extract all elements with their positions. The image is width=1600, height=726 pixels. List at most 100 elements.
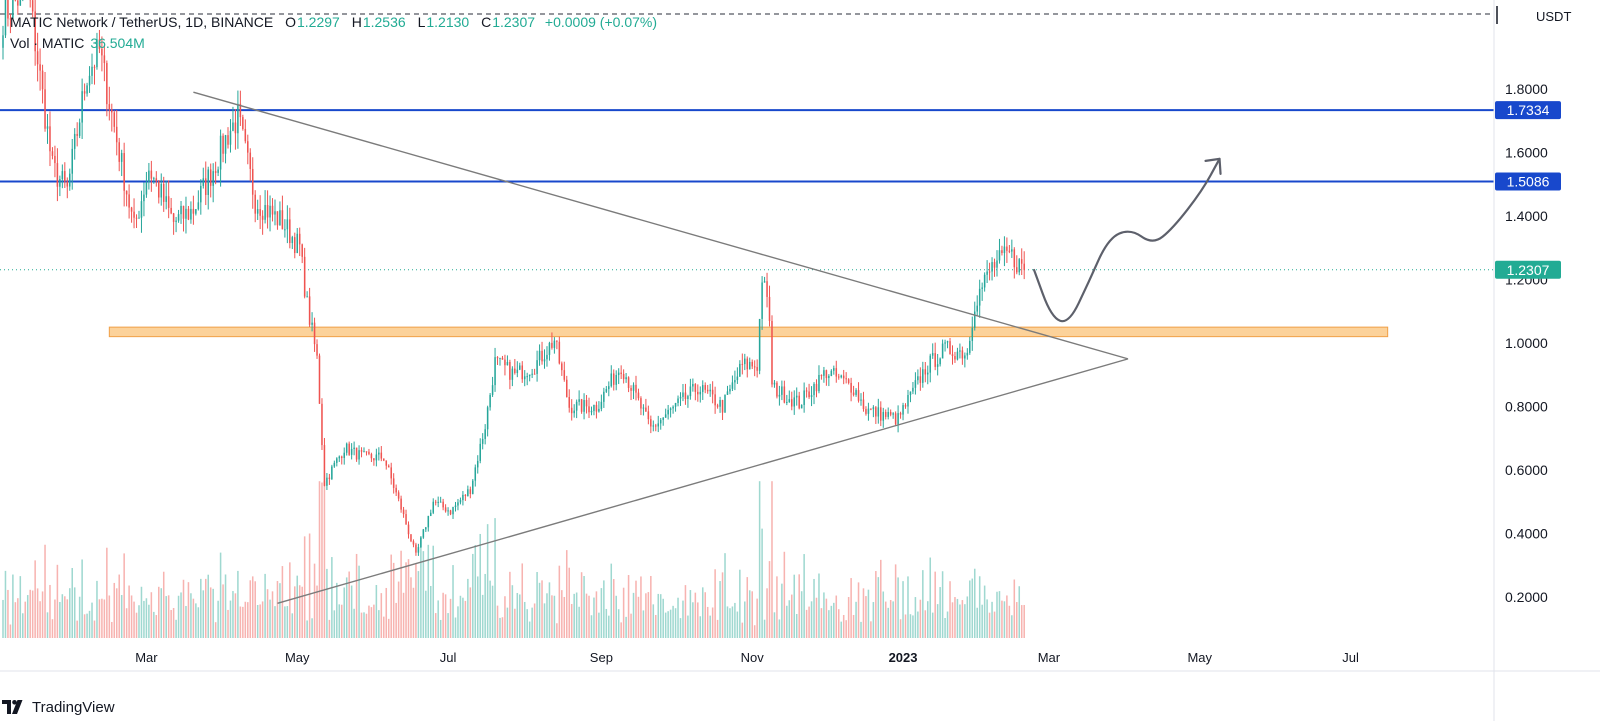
- volume-bar: [761, 529, 763, 638]
- tradingview-logo[interactable]: TradingView: [2, 697, 115, 717]
- volume-bar: [272, 591, 274, 638]
- volume-bar: [746, 577, 748, 638]
- candle-body: [385, 461, 387, 466]
- candle-body: [489, 395, 491, 407]
- candle-body: [865, 409, 867, 414]
- volume-bar: [638, 597, 640, 638]
- candle-body: [89, 76, 91, 86]
- candle-body: [296, 234, 298, 253]
- volume-bar: [198, 607, 200, 638]
- candle-body: [709, 390, 711, 392]
- candle-body: [334, 463, 336, 467]
- volume-bar: [568, 568, 570, 638]
- candle-body: [828, 376, 830, 378]
- volume-bar: [791, 595, 793, 638]
- volume-bar: [615, 596, 617, 638]
- volume-bar: [79, 597, 81, 638]
- volume-bar: [601, 588, 603, 638]
- volume-bar: [539, 583, 541, 638]
- volume-bar: [803, 554, 805, 638]
- candle-body: [428, 516, 430, 527]
- demand-zone-layer: [109, 327, 1387, 337]
- candle-body: [969, 341, 971, 353]
- candle-body: [878, 407, 880, 416]
- volume-bar: [210, 587, 212, 638]
- candle-body: [986, 272, 988, 275]
- volume-bar: [620, 622, 622, 638]
- volume-bar: [156, 615, 158, 638]
- volume-bar: [200, 579, 202, 638]
- candle-body: [114, 112, 116, 126]
- volume-bar: [123, 553, 125, 638]
- volume-bar: [353, 609, 355, 638]
- volume-bar: [984, 586, 986, 638]
- candle-body: [796, 396, 798, 398]
- volume-bar: [892, 601, 894, 638]
- candle-body: [343, 453, 345, 458]
- candle-body: [64, 171, 66, 181]
- volume-bar: [321, 483, 323, 638]
- demand-zone[interactable]: [109, 327, 1387, 337]
- candle-body: [86, 85, 88, 93]
- candle-body: [979, 289, 981, 306]
- candle-body: [596, 405, 598, 412]
- candle-body: [994, 262, 996, 268]
- candle-body: [939, 358, 941, 364]
- candle-body: [472, 481, 474, 494]
- candle-body: [393, 478, 395, 487]
- candle-body: [351, 449, 353, 455]
- volume-bar: [779, 619, 781, 638]
- low-value: 1.2130: [426, 14, 469, 30]
- candle-body: [697, 392, 699, 394]
- candle-body: [487, 407, 489, 429]
- volume-bar: [249, 580, 251, 638]
- candle-body: [420, 538, 422, 548]
- candle-body: [648, 411, 650, 419]
- volume-bar: [188, 582, 190, 638]
- volume-bar: [17, 598, 19, 638]
- volume-bar: [534, 603, 536, 638]
- candle-body: [264, 205, 266, 220]
- candle-body: [405, 514, 407, 525]
- candle-body: [368, 452, 370, 454]
- volume-bar: [756, 599, 758, 638]
- volume-bar: [376, 585, 378, 638]
- volume-bar: [165, 596, 167, 638]
- volume-bar: [52, 619, 54, 638]
- candle-body: [942, 344, 944, 359]
- volume-bar: [262, 601, 264, 638]
- volume-bar: [91, 603, 93, 638]
- volume-bar: [588, 596, 590, 638]
- candle-body: [581, 399, 583, 412]
- volume-bar: [423, 551, 425, 638]
- volume-bar: [801, 591, 803, 638]
- volume-bar: [816, 598, 818, 638]
- volume-bar: [487, 524, 489, 638]
- candle-body: [482, 439, 484, 444]
- symbol-title[interactable]: MATIC Network / TetherUS, 1D, BINANCE: [10, 14, 273, 30]
- volume-value: 36.504M: [90, 35, 144, 51]
- descending-resistance-trendline[interactable]: [193, 92, 1128, 359]
- candle-body: [225, 135, 227, 154]
- volume-bar: [695, 593, 697, 638]
- candle-body: [69, 174, 71, 187]
- volume-bar: [20, 576, 22, 638]
- volume-bar: [358, 566, 360, 638]
- candle-body: [608, 386, 610, 389]
- candle-body: [7, 0, 9, 18]
- projection-path[interactable]: [1034, 159, 1219, 321]
- volume-bar: [504, 596, 506, 638]
- candle-body: [467, 489, 469, 496]
- volume-bar: [823, 592, 825, 638]
- volume-bar: [193, 599, 195, 638]
- candle-body: [544, 359, 546, 361]
- candle-body: [650, 419, 652, 426]
- candle-body: [620, 373, 622, 374]
- candle-body: [1004, 247, 1006, 253]
- volume-bar: [1009, 606, 1011, 638]
- price-unit-label[interactable]: USDT: [1536, 9, 1571, 24]
- candle-body: [465, 495, 467, 496]
- volume-bar: [316, 586, 318, 638]
